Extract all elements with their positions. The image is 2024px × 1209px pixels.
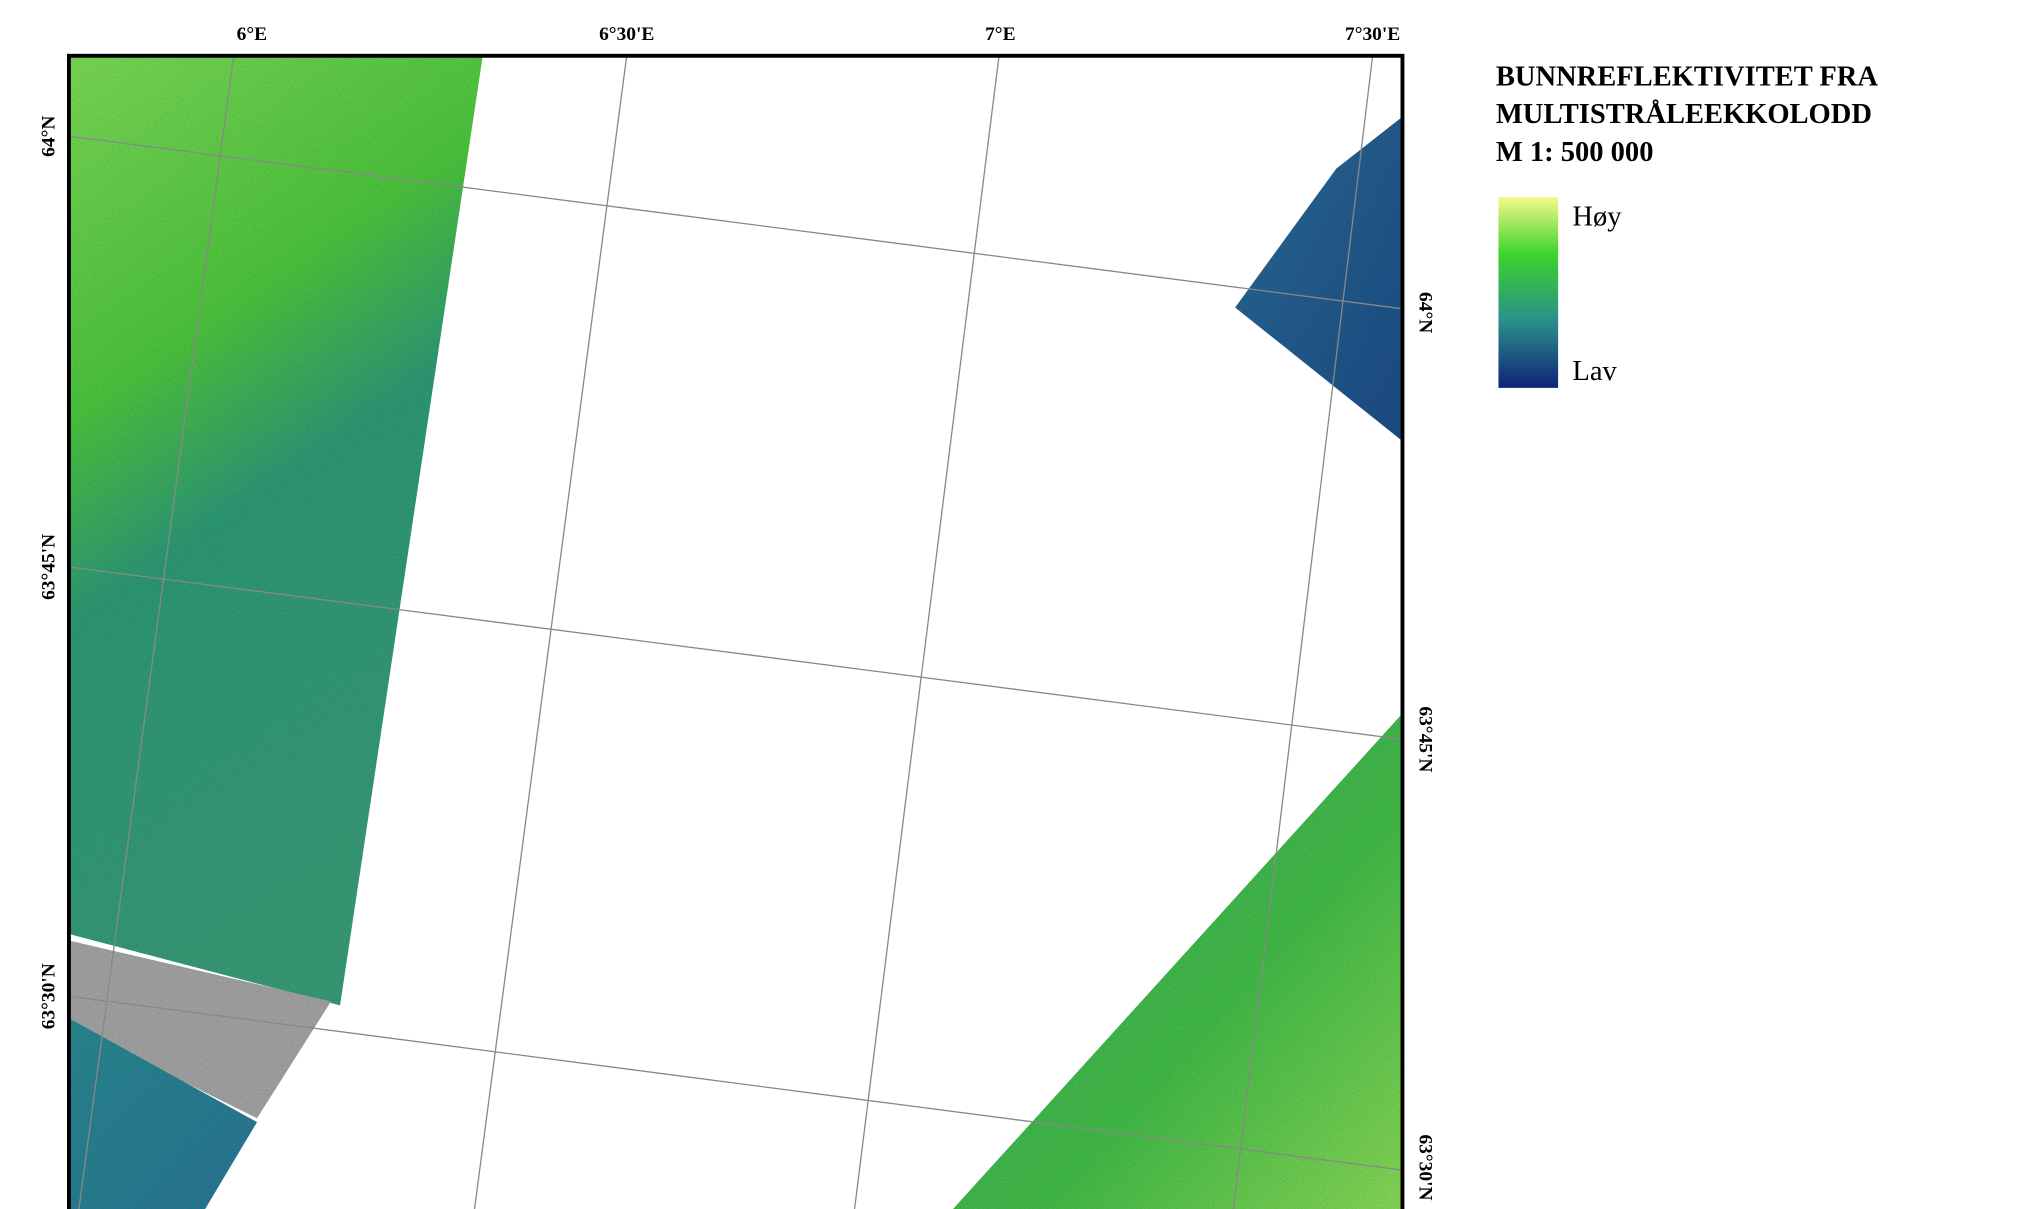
right-labels: 64°N 63°45'N 63°30'N	[1414, 292, 1435, 1201]
survey-area	[68, 55, 483, 1006]
survey-area	[68, 1018, 258, 1209]
longitude-label: 6°30'E	[599, 24, 654, 45]
longitude-label: 7°30'E	[1345, 24, 1400, 45]
legend-scale: M 1: 500 000	[1496, 137, 1654, 168]
legend-high: Høy	[1572, 202, 1622, 233]
map-frame	[66, 53, 1405, 1209]
latitude-label: 63°45'N	[1414, 706, 1435, 772]
top-labels: 6°E 6°30'E 7°E 7°30'E	[237, 24, 1401, 45]
survey-area	[1235, 116, 1403, 442]
latitude-label: 63°30'N	[39, 963, 60, 1029]
left-labels: 64°N 63°45'N 63°30'N	[39, 116, 60, 1030]
longitude-label: 6°E	[237, 24, 267, 45]
map-body	[68, 55, 1403, 1209]
longitude-label: 7°E	[985, 24, 1015, 45]
hillshade-area	[68, 940, 331, 1119]
legend-title: MULTISTRÅLEEKKOLODD	[1496, 98, 1872, 130]
graticule	[68, 55, 1403, 1209]
latitude-label: 64°N	[1414, 292, 1435, 333]
latitude-label: 63°45'N	[39, 534, 60, 600]
latitude-label: 63°30'N	[1414, 1134, 1435, 1200]
latitude-label: 64°N	[39, 116, 60, 157]
legend-title: BUNNREFLEKTIVITET FRA	[1496, 62, 1879, 93]
legend: BUNNREFLEKTIVITET FRA MULTISTRÅLEEKKOLOD…	[1496, 62, 1879, 388]
survey-area	[953, 713, 1403, 1209]
color-ramp	[1498, 197, 1559, 388]
legend-low: Lav	[1572, 356, 1617, 387]
